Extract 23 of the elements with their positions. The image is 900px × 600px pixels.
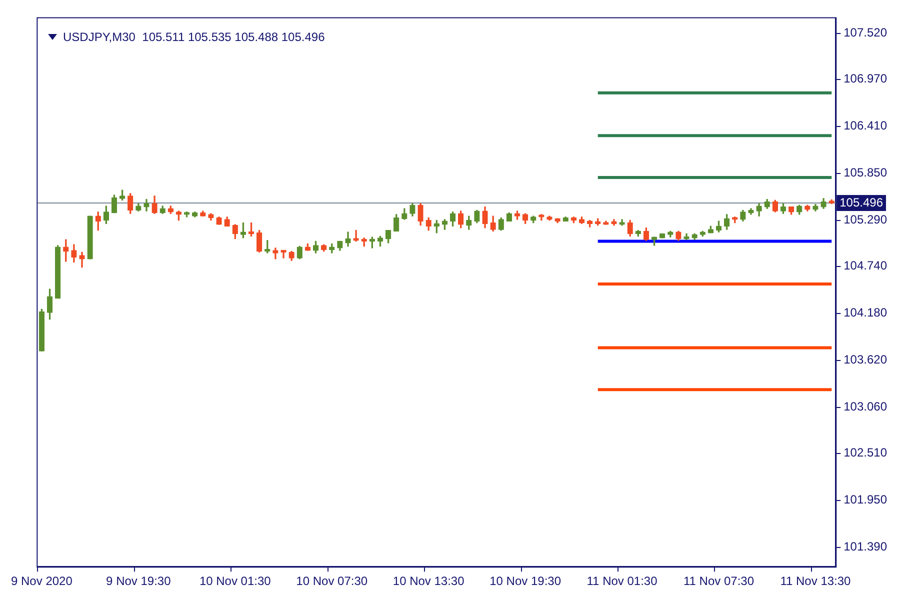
y-tick-label: 105.290 (844, 212, 888, 227)
x-tick-label: 11 Nov 01:30 (586, 574, 658, 588)
y-tick-label: 104.180 (844, 306, 888, 320)
y-tick-label: 106.410 (844, 118, 888, 133)
text: USDJPY,M30 105.511 105.535 105.488 105.496 (63, 30, 325, 44)
x-tick-label: 10 Nov 01:30 (199, 574, 272, 588)
x-tick-label: 10 Nov 07:30 (296, 574, 368, 588)
y-tick-label: 106.970 (844, 72, 888, 86)
x-tick-label: 11 Nov 07:30 (684, 574, 754, 588)
x-tick-label: 11 Nov 13:30 (780, 574, 852, 588)
y-tick-label: 105.850 (844, 166, 888, 180)
y-tick-label: 102.510 (844, 446, 888, 460)
y-tick-label: 104.740 (844, 258, 888, 273)
ref-line-label: 105.496 (840, 195, 884, 210)
y-tick-label: 101.390 (844, 540, 888, 554)
x-tick-label: 9 Nov 2020 (11, 574, 73, 588)
x-tick-label: 9 Nov 19:30 (106, 574, 172, 588)
y-tick-label: 103.620 (844, 352, 888, 367)
y-tick-label: 103.060 (844, 400, 888, 414)
x-tick-label: 10 Nov 13:30 (392, 574, 465, 588)
x-tick-label: 10 Nov 19:30 (490, 574, 562, 588)
y-tick-label: 101.950 (844, 492, 888, 507)
y-tick-label: 107.520 (844, 26, 888, 40)
